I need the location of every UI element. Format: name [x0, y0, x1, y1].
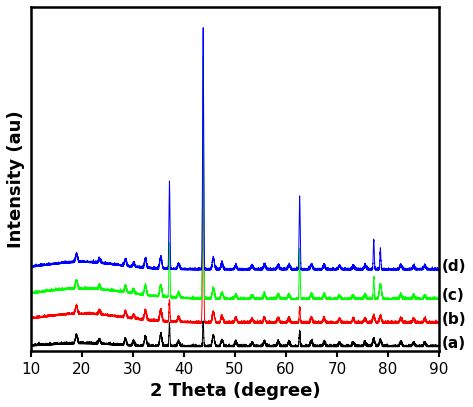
Text: (a): (a) — [442, 336, 466, 350]
X-axis label: 2 Theta (degree): 2 Theta (degree) — [149, 382, 320, 400]
Text: (d): (d) — [442, 259, 466, 274]
Text: (b): (b) — [442, 312, 466, 327]
Y-axis label: Intensity (au): Intensity (au) — [7, 110, 25, 248]
Text: (c): (c) — [442, 288, 464, 303]
